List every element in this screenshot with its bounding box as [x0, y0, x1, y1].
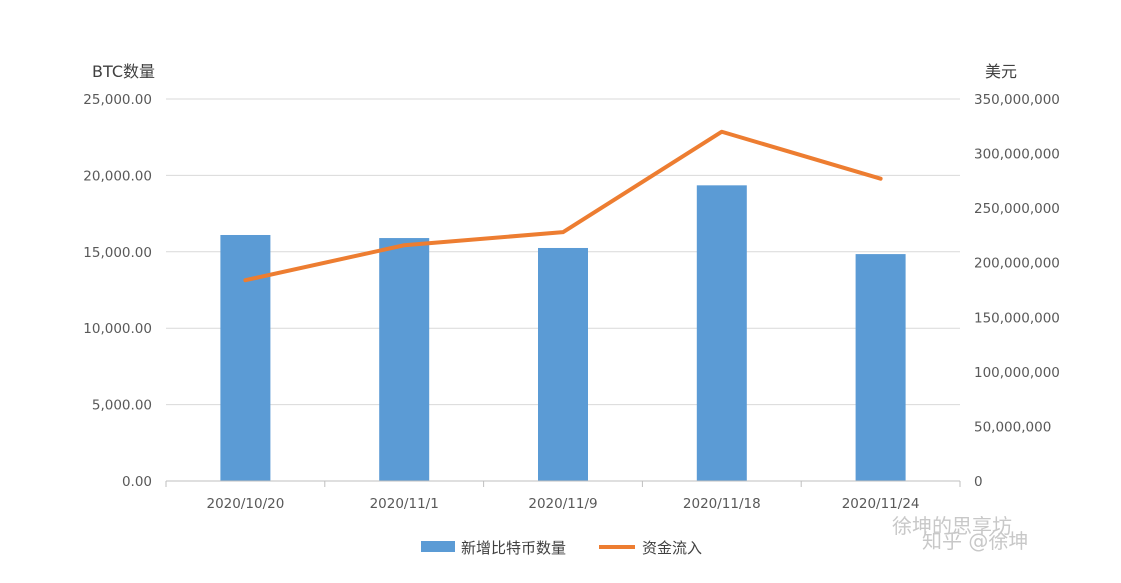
right-axis-tick-label: 200,000,000 — [974, 256, 1060, 272]
x-axis-category-label: 2020/11/24 — [842, 496, 920, 512]
right-axis-tick-label: 300,000,000 — [974, 147, 1060, 163]
left-axis-tick-label: 0.00 — [122, 474, 152, 490]
right-axis-tick-label: 250,000,000 — [974, 201, 1060, 217]
left-axis-tick-label: 25,000.00 — [83, 92, 152, 108]
right-axis-tick-label: 150,000,000 — [974, 310, 1060, 326]
legend: 新增比特币数量 资金流入 — [421, 539, 702, 557]
legend-swatch-bar — [421, 541, 455, 552]
right-axis-title: 美元 — [985, 62, 1017, 81]
watermark: 徐坤的思享坊 知乎 @徐坤 — [892, 514, 1028, 553]
legend-label-line: 资金流入 — [642, 539, 702, 557]
bar — [696, 185, 747, 481]
left-axis-tick-label: 20,000.00 — [83, 168, 152, 184]
right-axis-tick-label: 100,000,000 — [974, 365, 1060, 381]
watermark-zhihu: 知乎 @徐坤 — [922, 529, 1028, 553]
x-axis-category-label: 2020/11/9 — [528, 496, 597, 512]
x-axis-category-label: 2020/11/1 — [370, 496, 439, 512]
line-series-path — [243, 129, 883, 283]
right-axis-tick-label: 50,000,000 — [974, 419, 1051, 435]
left-axis-tick-label: 5,000.00 — [92, 398, 152, 414]
right-axis-tick-label: 0 — [974, 474, 983, 490]
bar — [538, 247, 588, 481]
right-axis-tick-label: 350,000,000 — [974, 92, 1060, 108]
axes: 0.00 5,000.00 10,000.00 15,000.00 20,000.00 2… — [83, 92, 1060, 512]
left-axis-title: BTC数量 — [92, 62, 155, 81]
legend-label-bar: 新增比特币数量 — [461, 539, 566, 557]
left-axis-tick-label: 10,000.00 — [83, 321, 152, 337]
bar — [855, 254, 906, 481]
x-axis-category-label: 2020/10/20 — [206, 496, 284, 512]
bar-series — [220, 185, 906, 481]
x-axis-category-label: 2020/11/18 — [683, 496, 761, 512]
bar — [379, 238, 430, 481]
line-series — [243, 129, 883, 283]
bar — [220, 234, 271, 481]
watermark-account: 徐坤的思享坊 — [892, 514, 1012, 538]
left-axis-tick-label: 15,000.00 — [83, 245, 152, 261]
